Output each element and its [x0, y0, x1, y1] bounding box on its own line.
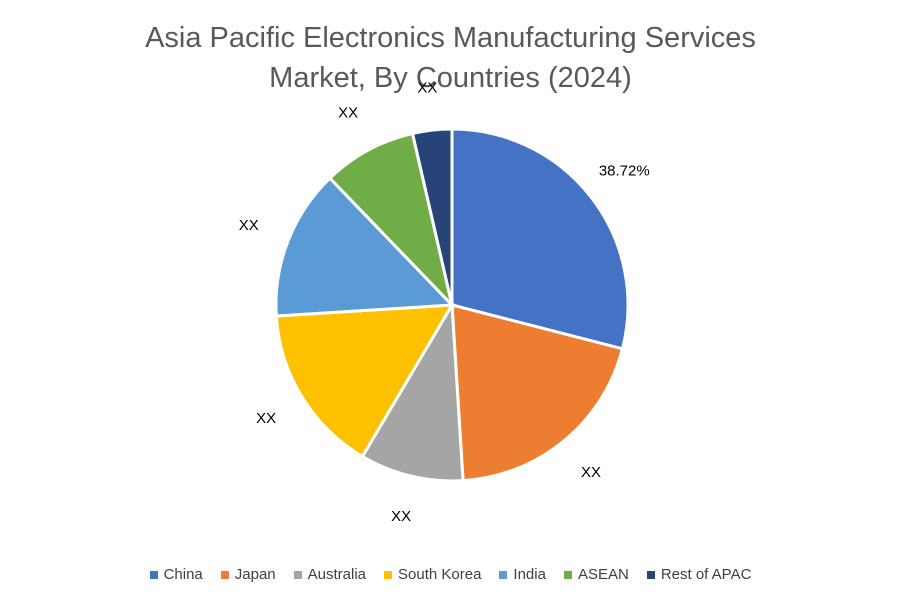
pie-slice-china — [450, 127, 630, 351]
data-label-japan: XX — [581, 464, 601, 481]
data-label-india: XX — [239, 217, 259, 234]
data-label-china: 38.72% — [599, 162, 650, 179]
legend-label: China — [163, 566, 203, 583]
data-label-south-korea: XX — [256, 410, 276, 427]
legend-item-china: China — [149, 566, 203, 583]
legend: China Japan Australia South Korea India … — [0, 566, 901, 583]
chart-title-line-2: Market, By Countries (2024) — [269, 62, 632, 94]
legend-swatch — [563, 570, 572, 579]
legend-item-asean: ASEAN — [563, 566, 629, 583]
legend-label: Australia — [307, 566, 367, 583]
legend-label: South Korea — [398, 566, 482, 583]
pie-slice-india — [274, 176, 456, 318]
pie-slice-australia — [360, 300, 465, 483]
legend-swatch — [293, 570, 302, 579]
data-label-asean: XX — [338, 104, 358, 121]
legend-swatch — [499, 570, 508, 579]
pie-slice-japan — [450, 303, 625, 483]
legend-label: Japan — [234, 566, 276, 583]
legend-swatch — [646, 570, 655, 579]
legend-item-japan: Japan — [220, 566, 276, 583]
legend-label: ASEAN — [577, 566, 629, 583]
legend-label: India — [513, 566, 546, 583]
chart-title-line-1: Asia Pacific Electronics Manufacturing S… — [145, 22, 756, 54]
legend-item-south-korea: South Korea — [384, 566, 481, 583]
chart-title: Asia Pacific Electronics Manufacturing S… — [0, 18, 901, 98]
data-label-australia: XX — [391, 508, 411, 525]
pie-slice-rest-of-apac — [410, 127, 454, 306]
pie-chart: 38.72% XX XX XX XX XX XX — [239, 79, 650, 525]
legend-swatch — [149, 570, 158, 579]
legend-item-india: India — [499, 566, 546, 583]
legend-label: Rest of APAC — [660, 566, 752, 583]
pie-slice-south-korea — [274, 303, 455, 459]
legend-swatch — [220, 570, 229, 579]
legend-item-australia: Australia — [293, 566, 367, 583]
data-label-rest-of-apac: XX — [417, 79, 437, 96]
legend-item-rest-of-apac: Rest of APAC — [646, 566, 752, 583]
legend-swatch — [384, 570, 393, 579]
